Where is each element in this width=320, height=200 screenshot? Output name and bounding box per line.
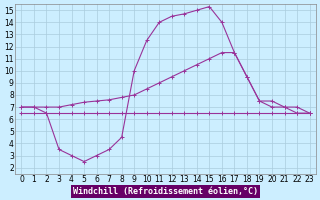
- X-axis label: Windchill (Refroidissement éolien,°C): Windchill (Refroidissement éolien,°C): [73, 187, 258, 196]
